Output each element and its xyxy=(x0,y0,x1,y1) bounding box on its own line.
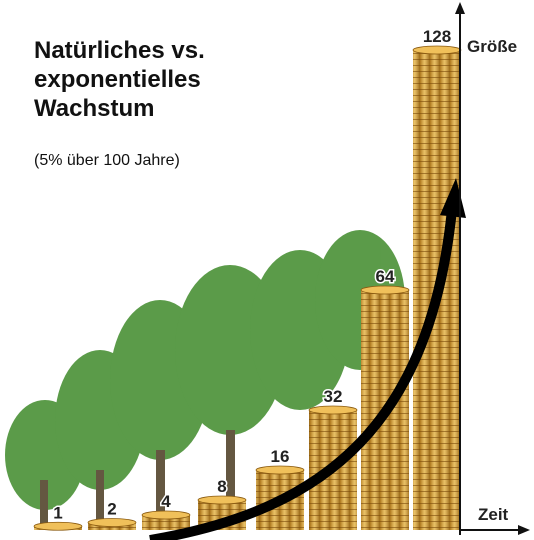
coin-top xyxy=(141,510,191,520)
data-label: 128 xyxy=(423,27,451,46)
coin-top xyxy=(33,521,83,531)
data-label: 4 xyxy=(161,492,171,511)
y-axis-arrow xyxy=(455,2,465,14)
coin-top xyxy=(255,465,305,475)
chart-subtitle: (5% über 100 Jahre) xyxy=(34,152,180,169)
x-axis-arrow xyxy=(518,525,530,535)
data-label: 16 xyxy=(271,447,290,466)
coin-top xyxy=(360,285,410,295)
coin-top xyxy=(87,518,137,527)
growth-arrow xyxy=(149,209,457,540)
chart-title: Natürliches vs. exponentielles Wachstum xyxy=(34,37,205,122)
coin-top xyxy=(308,405,358,415)
data-label: 64 xyxy=(376,267,395,286)
x-axis-label: Zeit xyxy=(478,505,509,524)
data-label: 32 xyxy=(324,387,343,406)
data-label: 8 xyxy=(217,477,226,496)
y-axis-label: Größe xyxy=(467,37,517,56)
coin-top xyxy=(412,45,462,55)
data-label: 1 xyxy=(53,503,62,522)
data-label: 2 xyxy=(107,500,116,519)
coin-top xyxy=(197,495,247,505)
